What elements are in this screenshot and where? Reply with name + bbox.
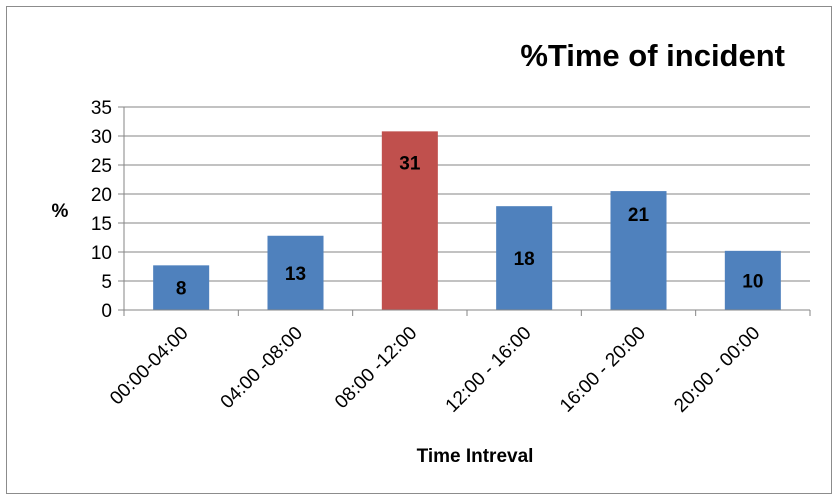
data-label: 21 — [628, 205, 650, 226]
y-tick-label: 15 — [91, 214, 112, 235]
y-tick-label: 0 — [101, 301, 112, 322]
x-tick-label: 20:00 - 00:00 — [670, 323, 764, 417]
y-tick-label: 5 — [101, 272, 112, 293]
data-label: 31 — [399, 153, 421, 174]
bar — [381, 131, 438, 310]
data-label: 18 — [514, 249, 535, 270]
x-tick-label: 16:00 - 20:00 — [556, 323, 650, 417]
y-axis-title: % — [52, 201, 69, 222]
bar — [724, 250, 781, 310]
chart-title: %Time of incident — [520, 38, 785, 73]
y-tick-label: 20 — [91, 185, 112, 206]
bar — [610, 191, 667, 310]
x-tick-label: 04:00 -08:00 — [217, 323, 307, 413]
y-axis-ticks: 0 5 10 15 20 25 30 35 — [91, 98, 112, 322]
x-axis-ticks: 00:00-04:00 04:00 -08:00 08:00 -12:00 12:00… — [106, 309, 810, 417]
y-tick-label: 25 — [91, 156, 112, 177]
data-label: 10 — [742, 271, 763, 292]
data-label: 8 — [176, 279, 187, 300]
y-tick-label: 10 — [91, 243, 112, 264]
bars — [153, 131, 781, 310]
x-tick-label: 00:00-04:00 — [106, 323, 193, 410]
data-label: 13 — [285, 264, 306, 285]
x-axis-title: Time Intreval — [417, 446, 534, 467]
gridlines — [118, 106, 811, 316]
y-tick-label: 30 — [91, 127, 112, 148]
x-tick-label: 12:00 - 16:00 — [442, 323, 536, 417]
y-tick-label: 35 — [91, 98, 112, 119]
x-tick-label: 08:00 -12:00 — [331, 323, 421, 413]
bar — [496, 206, 553, 310]
bar — [267, 235, 324, 310]
bar — [153, 265, 210, 310]
data-labels: 8 13 31 18 21 10 — [176, 153, 764, 299]
